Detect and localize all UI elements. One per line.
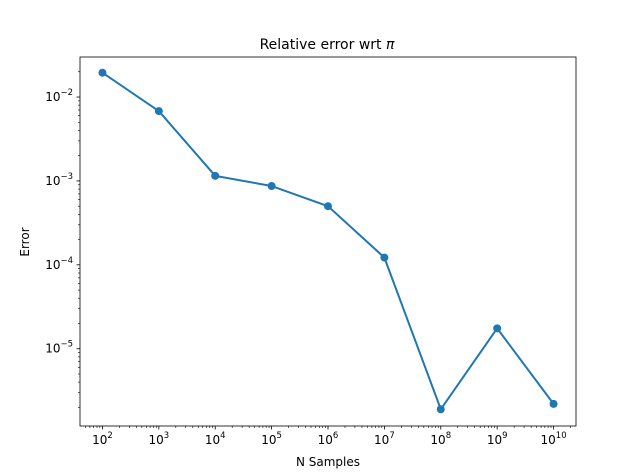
x-tick-label: 105 (261, 431, 282, 447)
y-tick-label: 10−4 (45, 256, 73, 272)
data-point (211, 171, 220, 180)
data-point (98, 68, 107, 77)
y-tick-label: 10−2 (45, 88, 73, 104)
data-point (267, 182, 276, 191)
y-tick-label: 10−5 (45, 340, 73, 356)
plot-frame (79, 56, 577, 427)
x-tick-label: 106 (318, 431, 339, 447)
x-tick-label: 109 (487, 431, 508, 447)
y-tick-label: 10−3 (45, 172, 73, 188)
data-point (154, 107, 163, 116)
tick-labels: 102 103 104 105 106 107 108 109 1010 10−2 10−3 10−4… (45, 88, 566, 447)
data-point (324, 202, 332, 211)
y-axis-label: Error (18, 227, 32, 256)
data-point (549, 399, 558, 408)
series (98, 68, 558, 414)
data-point (493, 324, 502, 333)
x-tick-label: 103 (148, 431, 169, 447)
data-point (380, 253, 389, 262)
chart-title: Relative error wrt π (260, 37, 395, 53)
x-tick-label: 107 (374, 431, 395, 447)
x-tick-label: 1010 (541, 431, 567, 447)
major-ticks (76, 96, 554, 430)
x-tick-label: 104 (205, 431, 226, 447)
x-axis-label: N Samples (296, 455, 360, 469)
data-point (436, 405, 445, 414)
x-tick-label: 108 (430, 431, 451, 447)
x-tick-label: 102 (92, 431, 113, 447)
